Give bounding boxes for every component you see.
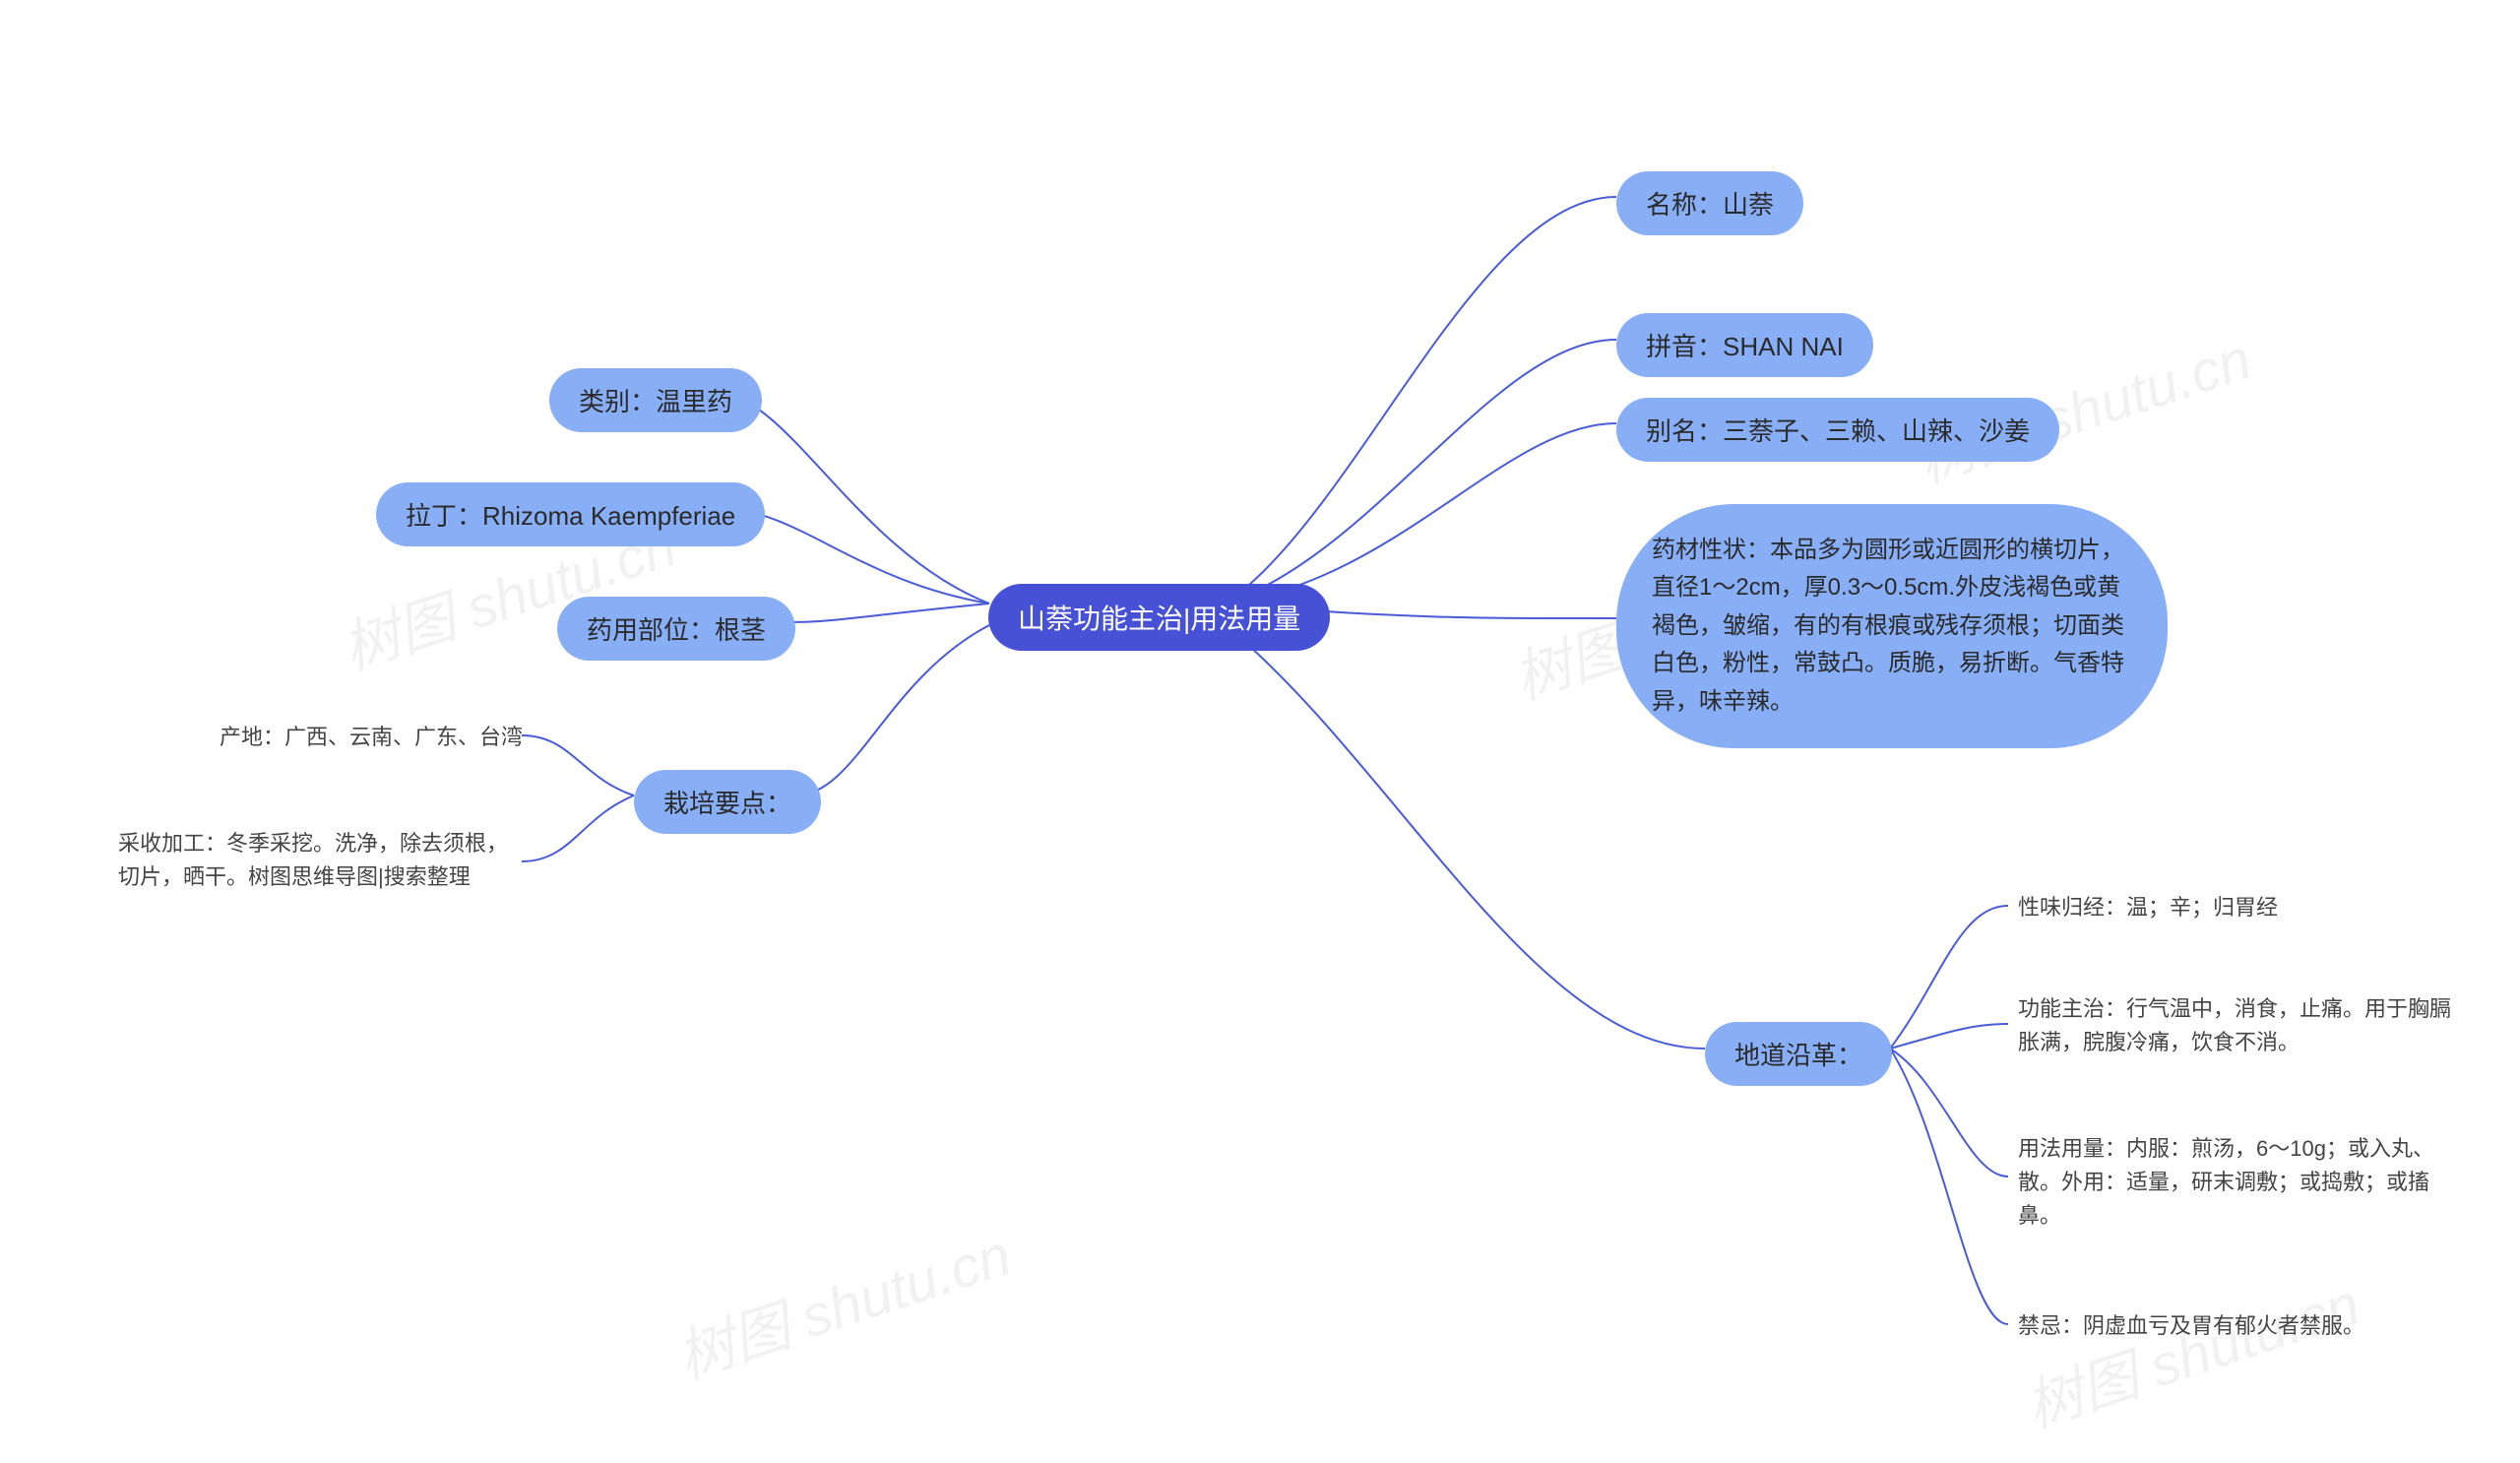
branch-properties[interactable]: 药材性状：本品多为圆形或近圆形的横切片，直径1～2cm，厚0.3～0.5cm.外… bbox=[1616, 504, 2168, 748]
branch-category-label: 类别：温里药 bbox=[579, 382, 732, 418]
branch-pinyin[interactable]: 拼音：SHAN NAI bbox=[1616, 313, 1873, 377]
branch-cultivation[interactable]: 栽培要点： bbox=[634, 770, 821, 834]
branch-name-label: 名称：山萘 bbox=[1646, 185, 1774, 222]
leaf-nature: 性味归经：温；辛；归胃经 bbox=[2018, 891, 2451, 924]
branch-history-label: 地道沿革： bbox=[1734, 1036, 1862, 1072]
branch-part[interactable]: 药用部位：根茎 bbox=[557, 597, 795, 661]
center-label: 山萘功能主治|用法用量 bbox=[1018, 598, 1300, 637]
branch-pinyin-label: 拼音：SHAN NAI bbox=[1646, 327, 1844, 363]
branch-latin[interactable]: 拉丁：Rhizoma Kaempferiae bbox=[376, 482, 765, 546]
branch-part-label: 药用部位：根茎 bbox=[587, 610, 766, 647]
leaf-dosage: 用法用量：内服：煎汤，6～10g；或入丸、散。外用：适量，研末调敷；或捣敷；或搐… bbox=[2018, 1132, 2451, 1233]
watermark-3: 树图 shutu.cn bbox=[665, 1209, 1020, 1394]
leaf-function: 功能主治：行气温中，消食，止痛。用于胸膈胀满，脘腹冷痛，饮食不消。 bbox=[2018, 992, 2451, 1059]
branch-cultivation-label: 栽培要点： bbox=[663, 784, 791, 820]
branch-history[interactable]: 地道沿革： bbox=[1705, 1022, 1892, 1086]
branch-latin-label: 拉丁：Rhizoma Kaempferiae bbox=[406, 496, 735, 533]
branch-alias[interactable]: 别名：三萘子、三赖、山辣、沙姜 bbox=[1616, 398, 2059, 462]
leaf-origin: 产地：广西、云南、广东、台湾 bbox=[183, 721, 523, 754]
branch-alias-label: 别名：三萘子、三赖、山辣、沙姜 bbox=[1646, 412, 2030, 448]
center-node[interactable]: 山萘功能主治|用法用量 bbox=[988, 584, 1330, 651]
watermark-5: 树图 shutu.cn bbox=[2014, 1258, 2368, 1443]
branch-name[interactable]: 名称：山萘 bbox=[1616, 171, 1803, 235]
leaf-taboo: 禁忌：阴虚血亏及胃有郁火者禁服。 bbox=[2018, 1309, 2451, 1343]
leaf-harvest: 采收加工：冬季采挖。洗净，除去须根，切片，晒干。树图思维导图|搜索整理 bbox=[118, 827, 522, 894]
branch-category[interactable]: 类别：温里药 bbox=[549, 368, 762, 432]
branch-properties-label: 药材性状：本品多为圆形或近圆形的横切片，直径1～2cm，厚0.3～0.5cm.外… bbox=[1652, 532, 2132, 721]
